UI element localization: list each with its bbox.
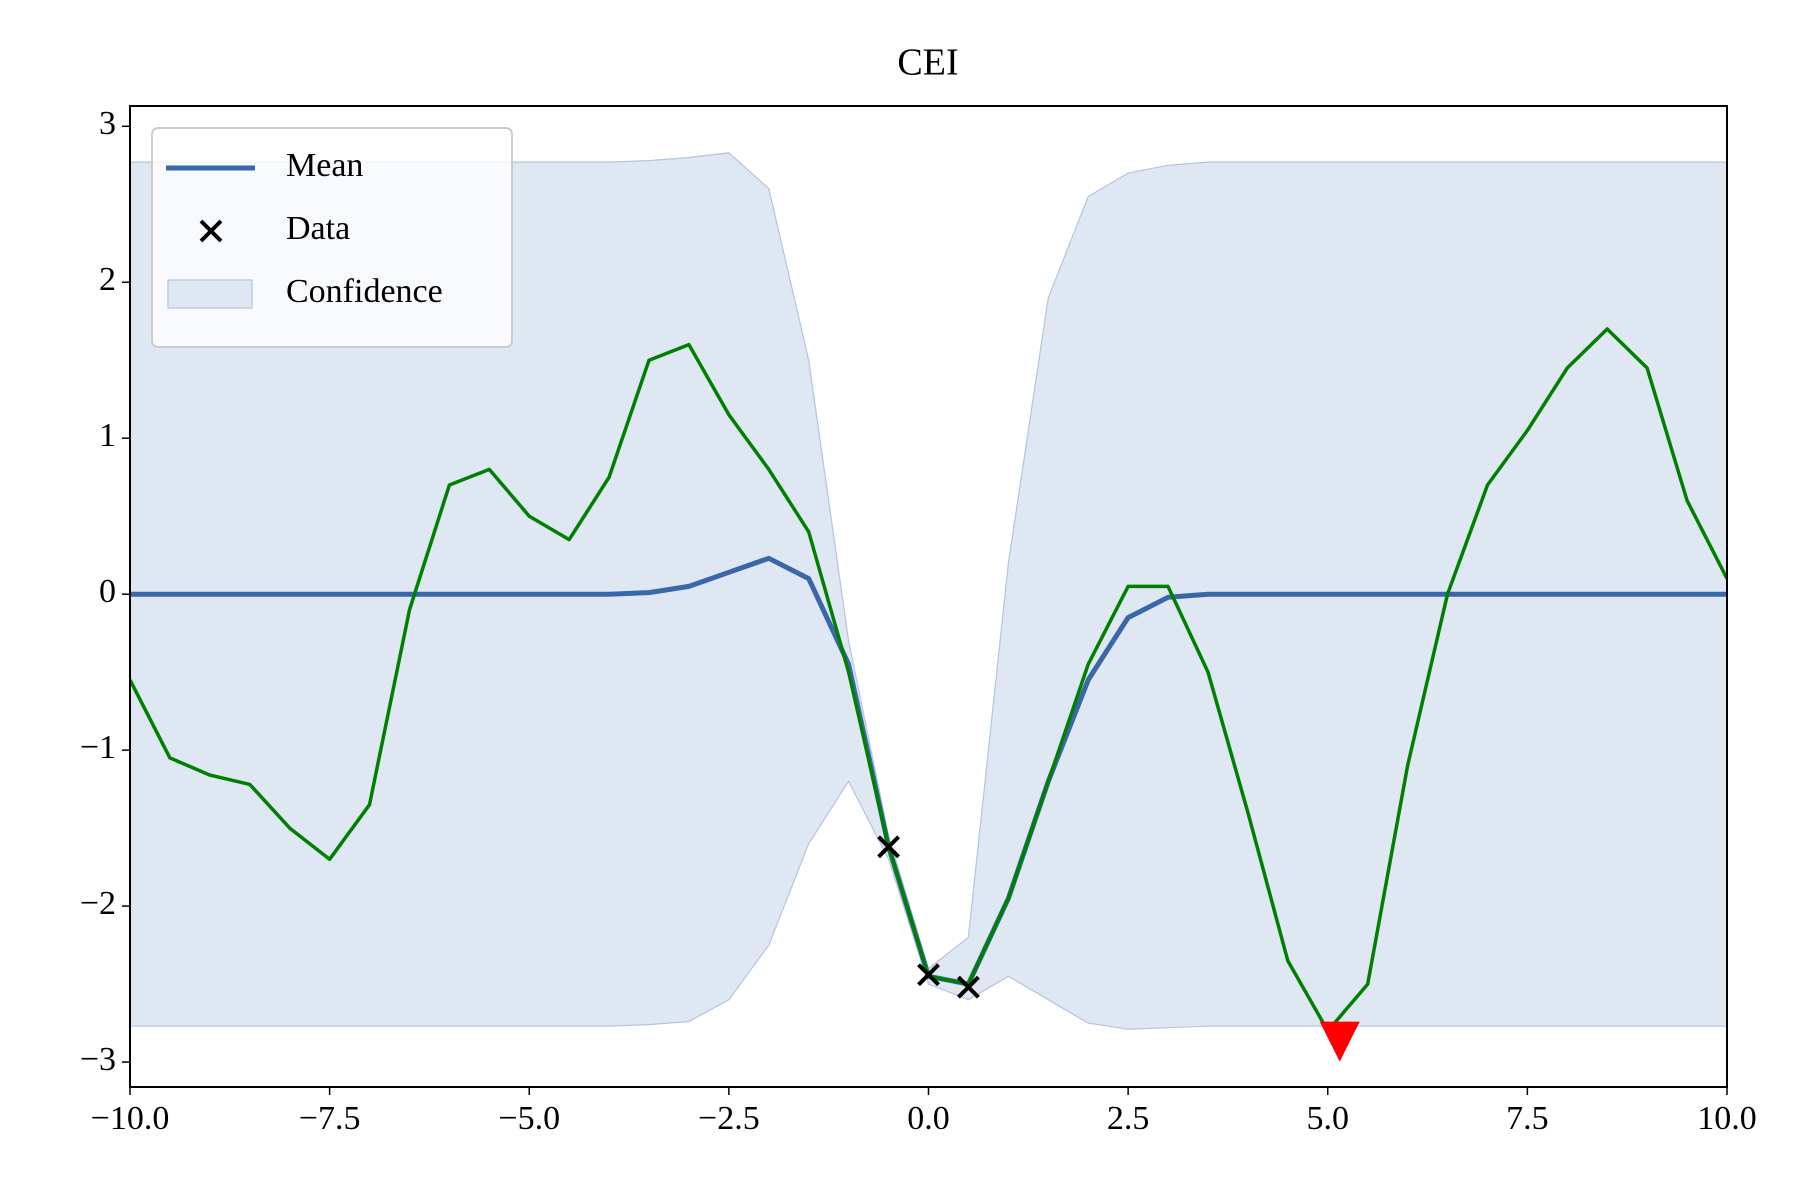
chart-title: CEI — [897, 42, 958, 84]
legend-handle — [199, 219, 223, 243]
data-point — [957, 975, 980, 999]
x-tick-label: −2.5 — [698, 1100, 760, 1137]
x-tick-label: 0.0 — [907, 1100, 950, 1137]
y-tick-label: −1 — [80, 729, 116, 766]
x-tick-label: 10.0 — [1697, 1100, 1757, 1137]
y-tick-label: 0 — [99, 573, 116, 610]
legend-label: Mean — [286, 147, 363, 184]
x-tick-label: −7.5 — [299, 1100, 361, 1137]
y-tick-label: 2 — [99, 261, 116, 298]
x-tick-label: 7.5 — [1506, 1100, 1549, 1137]
x-tick-label: −5.0 — [498, 1100, 560, 1137]
legend-label: Confidence — [286, 273, 443, 310]
data-point — [917, 963, 940, 987]
x-tick-label: −10.0 — [91, 1100, 170, 1137]
x-tick-label: 2.5 — [1107, 1100, 1150, 1137]
y-tick-label: 1 — [99, 417, 116, 454]
legend-label: Data — [286, 210, 350, 247]
y-tick-label: −3 — [80, 1041, 116, 1078]
marker — [1319, 1021, 1360, 1062]
legend-handle — [167, 279, 253, 309]
data-point — [877, 835, 900, 859]
y-tick-label: −2 — [80, 885, 116, 922]
confidence-band — [130, 152, 1727, 1030]
y-tick-label: 3 — [99, 105, 116, 142]
x-tick-label: 5.0 — [1307, 1100, 1350, 1137]
plot-area — [130, 152, 1727, 1062]
